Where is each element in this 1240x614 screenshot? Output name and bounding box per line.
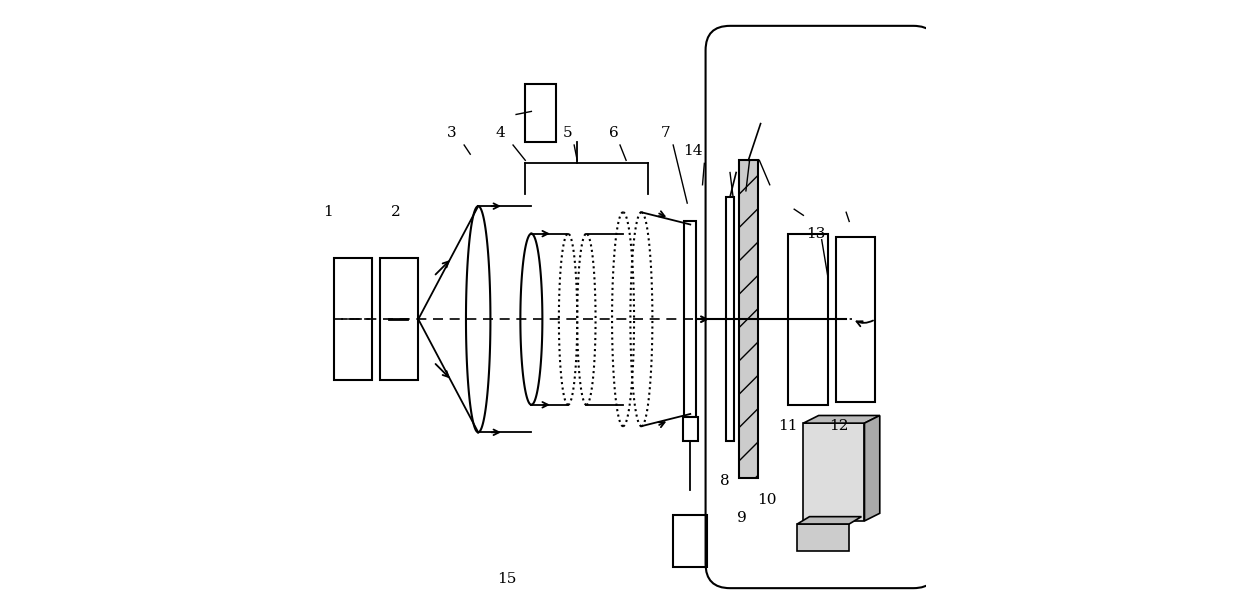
Bar xyxy=(379,258,418,380)
Bar xyxy=(683,417,698,441)
Text: 10: 10 xyxy=(756,492,776,507)
Text: 12: 12 xyxy=(830,419,848,433)
Polygon shape xyxy=(804,416,879,423)
Bar xyxy=(836,237,875,402)
Bar xyxy=(673,515,707,567)
Bar xyxy=(684,222,697,417)
Text: 3: 3 xyxy=(448,126,456,140)
Text: 11: 11 xyxy=(779,419,797,433)
Text: 9: 9 xyxy=(738,511,748,525)
Bar xyxy=(789,234,828,405)
Bar xyxy=(526,84,556,142)
Text: 1: 1 xyxy=(322,205,332,219)
Text: 2: 2 xyxy=(391,205,401,219)
Text: 15: 15 xyxy=(497,572,517,586)
Bar xyxy=(334,258,372,380)
Polygon shape xyxy=(797,516,862,524)
Text: 14: 14 xyxy=(683,144,703,158)
Text: 4: 4 xyxy=(496,126,506,140)
Text: 5: 5 xyxy=(563,126,573,140)
Text: 13: 13 xyxy=(806,227,826,241)
Text: 6: 6 xyxy=(609,126,619,140)
Bar xyxy=(739,160,758,478)
Text: 8: 8 xyxy=(720,474,730,488)
Bar xyxy=(725,197,734,441)
Text: 7: 7 xyxy=(661,126,671,140)
Bar xyxy=(804,423,864,521)
Polygon shape xyxy=(864,416,879,521)
Bar xyxy=(797,524,849,551)
